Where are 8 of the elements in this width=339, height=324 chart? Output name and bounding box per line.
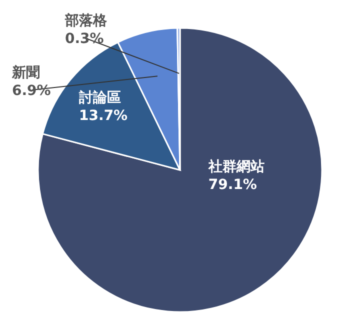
data-label: 0.3% [65,31,104,47]
slice-label: 討論區 [78,89,122,106]
data-label: 79.1% [208,177,257,193]
data-label: 6.9% [12,83,51,99]
slice-label: 社群網站 [207,159,264,175]
data-label: 13.7% [79,108,128,124]
slice-label: 部落格 [64,12,108,29]
slice-label: 新聞 [11,64,40,81]
